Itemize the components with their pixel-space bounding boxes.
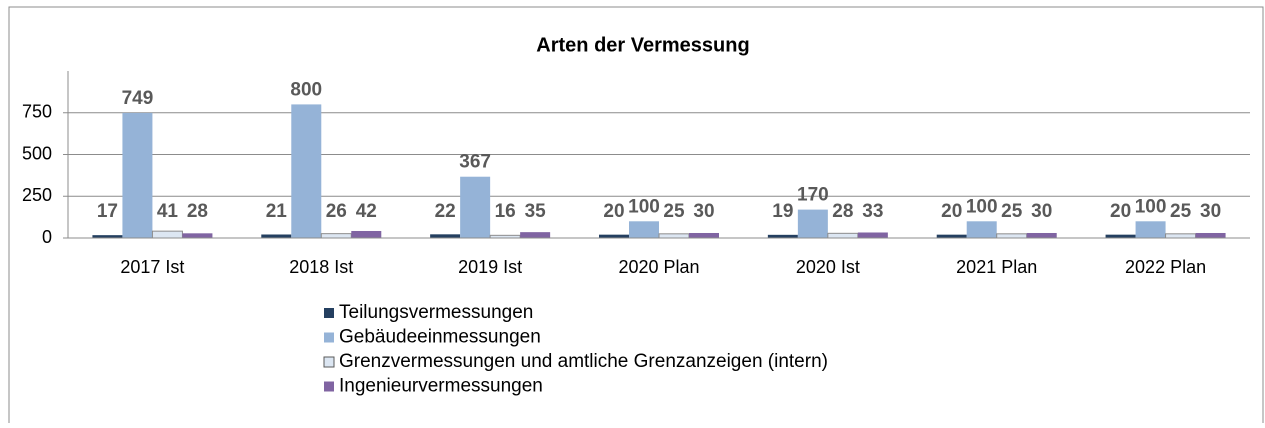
y-tick-label: 0 bbox=[42, 227, 52, 247]
bar bbox=[1105, 234, 1136, 238]
legend-swatch bbox=[324, 381, 334, 392]
value-label: 33 bbox=[862, 201, 883, 222]
value-label: 749 bbox=[122, 88, 154, 109]
value-label: 30 bbox=[693, 201, 714, 222]
value-label: 21 bbox=[266, 201, 288, 222]
y-tick-label: 750 bbox=[22, 102, 52, 122]
x-tick-label: 2020 Ist bbox=[796, 257, 860, 277]
bar bbox=[996, 233, 1028, 239]
x-tick-label: 2021 Plan bbox=[956, 257, 1037, 277]
legend-label: Grenzvermessungen und amtliche Grenzanze… bbox=[339, 351, 828, 372]
bar bbox=[658, 233, 690, 239]
value-label: 42 bbox=[356, 201, 377, 222]
x-tick-label: 2020 Plan bbox=[618, 257, 699, 277]
value-label: 20 bbox=[1110, 201, 1131, 222]
value-label: 17 bbox=[97, 201, 118, 222]
bar bbox=[629, 221, 659, 238]
bar bbox=[430, 234, 461, 238]
bar bbox=[857, 232, 888, 238]
bar bbox=[182, 233, 213, 238]
bar bbox=[767, 234, 798, 238]
value-label: 28 bbox=[187, 201, 208, 222]
value-label: 800 bbox=[290, 79, 322, 100]
value-label: 20 bbox=[941, 201, 962, 222]
legend-label: Teilungsvermessungen bbox=[339, 302, 533, 323]
legend-label: Ingenieurvermessungen bbox=[339, 376, 543, 397]
x-tick-label: 2022 Plan bbox=[1125, 257, 1206, 277]
value-label: 22 bbox=[435, 201, 456, 222]
value-label: 19 bbox=[772, 201, 793, 222]
legend-label: Gebäudeeinmessungen bbox=[339, 327, 541, 348]
value-label: 25 bbox=[1170, 201, 1192, 222]
value-label: 41 bbox=[157, 201, 179, 222]
x-tick-label: 2017 Ist bbox=[120, 257, 184, 277]
y-tick-label: 250 bbox=[22, 185, 52, 205]
value-label: 367 bbox=[459, 152, 491, 173]
y-tick-label: 500 bbox=[22, 143, 52, 163]
value-label: 30 bbox=[1200, 201, 1221, 222]
legend-swatch bbox=[324, 308, 334, 318]
bar bbox=[797, 209, 828, 238]
value-label: 35 bbox=[525, 201, 547, 222]
bar bbox=[122, 112, 153, 238]
bar bbox=[1026, 232, 1057, 238]
bar bbox=[351, 230, 382, 238]
value-label: 170 bbox=[797, 185, 829, 206]
bar bbox=[599, 234, 629, 238]
bar bbox=[936, 234, 967, 238]
x-tick-label: 2019 Ist bbox=[458, 257, 522, 277]
value-label: 20 bbox=[603, 201, 624, 222]
bar bbox=[460, 176, 491, 238]
value-label: 100 bbox=[1135, 196, 1167, 217]
value-label: 25 bbox=[663, 201, 685, 222]
legend-swatch bbox=[323, 356, 335, 368]
value-label: 26 bbox=[326, 201, 347, 222]
value-label: 25 bbox=[1001, 201, 1023, 222]
bar bbox=[1135, 221, 1166, 238]
value-label: 100 bbox=[966, 196, 998, 217]
chart-frame bbox=[8, 6, 1264, 423]
x-tick-label: 2018 Ist bbox=[289, 257, 353, 277]
bar bbox=[151, 230, 183, 239]
value-label: 100 bbox=[628, 196, 660, 217]
bar bbox=[827, 232, 859, 239]
bar bbox=[1165, 233, 1197, 239]
bar bbox=[261, 234, 292, 238]
legend-swatch bbox=[324, 332, 334, 343]
bar bbox=[92, 235, 123, 238]
bar bbox=[689, 232, 719, 238]
bar bbox=[966, 221, 997, 238]
bar bbox=[291, 104, 322, 239]
value-label: 28 bbox=[832, 201, 853, 222]
chart-title: Arten der Vermessung bbox=[536, 34, 749, 56]
value-label: 16 bbox=[495, 201, 516, 222]
bar bbox=[1195, 232, 1226, 238]
bar bbox=[320, 233, 352, 239]
bar bbox=[520, 232, 551, 238]
value-label: 30 bbox=[1031, 201, 1052, 222]
